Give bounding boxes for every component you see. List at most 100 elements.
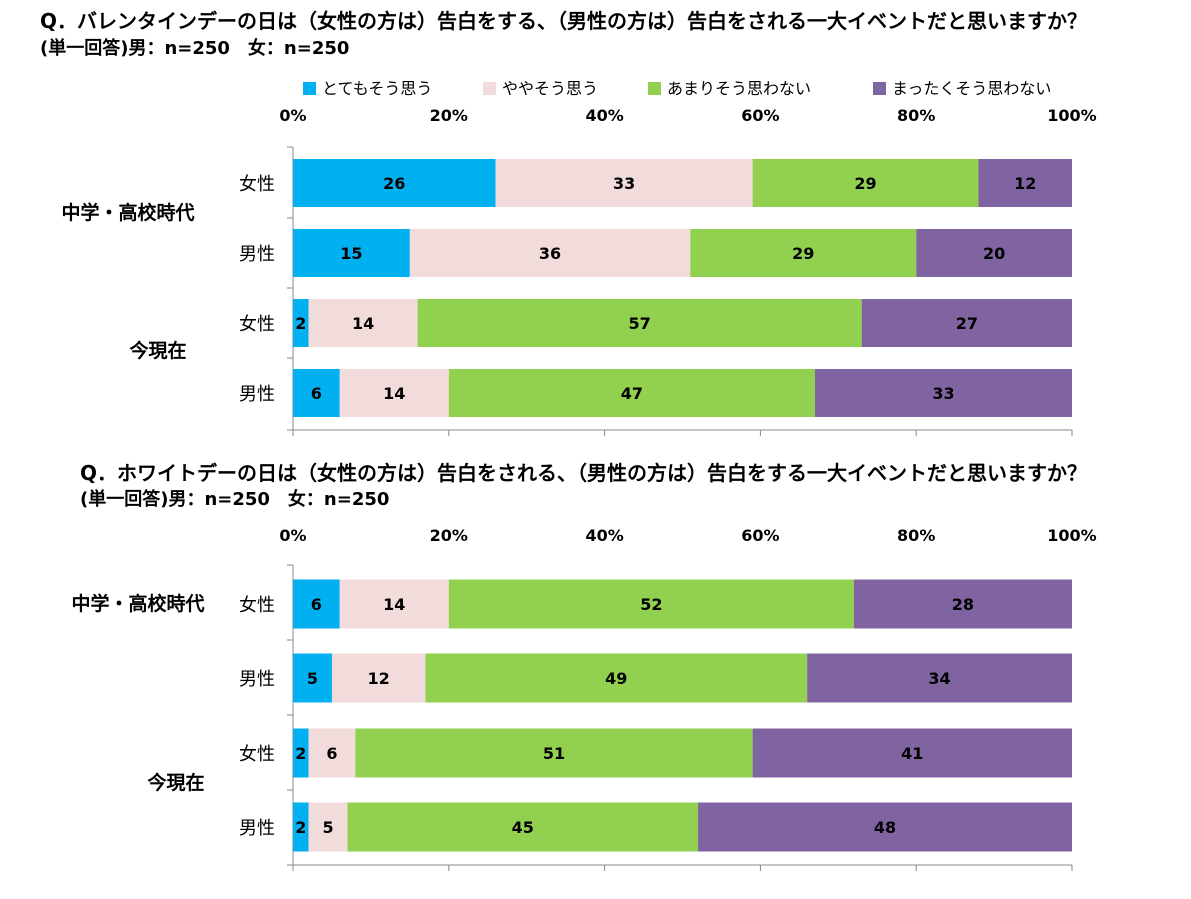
category-label: 男性 bbox=[239, 669, 275, 690]
legend-swatch-yaya bbox=[483, 81, 496, 95]
data-label: 49 bbox=[605, 669, 627, 688]
data-label: 2 bbox=[295, 744, 306, 763]
bar-segment bbox=[355, 728, 753, 778]
legend-label-mattaku: まったくそう思わない bbox=[892, 79, 1052, 98]
bar-segment bbox=[495, 159, 753, 207]
bar-segment bbox=[448, 579, 854, 629]
group-label: 中学・高校時代 bbox=[61, 201, 194, 224]
bar-segment bbox=[698, 802, 1072, 852]
data-label: 12 bbox=[368, 669, 390, 688]
data-label: 33 bbox=[932, 384, 954, 403]
x-tick-label: 0% bbox=[279, 526, 306, 545]
x-tick-label: 40% bbox=[585, 106, 623, 125]
x-tick-label: 80% bbox=[897, 106, 935, 125]
x-tick-label: 20% bbox=[430, 526, 468, 545]
legend-label-amari: あまりそう思わない bbox=[667, 79, 812, 98]
bar-segment bbox=[308, 728, 356, 778]
chart1-plot: 0% 20% 40% 60% 80% 100% 26 33 29 12 女性 15 36 29 20 男性 2 1… bbox=[61, 106, 1097, 436]
data-label: 6 bbox=[311, 384, 322, 403]
bar-segment bbox=[293, 728, 309, 778]
category-label: 女性 bbox=[239, 314, 275, 335]
x-tick-label: 20% bbox=[430, 106, 468, 125]
data-label: 33 bbox=[613, 174, 635, 193]
data-label: 47 bbox=[621, 384, 643, 403]
data-label: 34 bbox=[928, 669, 950, 688]
legend-item-amari: あまりそう思わない bbox=[648, 78, 811, 100]
data-label: 45 bbox=[512, 818, 534, 837]
bar-segment bbox=[978, 159, 1072, 207]
bar-segment bbox=[339, 369, 449, 417]
data-label: 5 bbox=[307, 669, 318, 688]
data-label: 14 bbox=[383, 595, 405, 614]
bar-segment bbox=[752, 159, 979, 207]
bar-segment bbox=[308, 802, 348, 852]
chart2-subtitle: (単一回答)男：n=250 女：n=250 bbox=[80, 489, 390, 510]
x-tick-label: 100% bbox=[1047, 106, 1096, 125]
group-label: 中学・高校時代 bbox=[71, 592, 204, 615]
bar-segment bbox=[293, 653, 332, 703]
bar-segment bbox=[814, 369, 1072, 417]
bar-segment bbox=[293, 369, 340, 417]
bar-segment bbox=[853, 579, 1072, 629]
legend-swatch-totemo bbox=[303, 81, 316, 95]
legend-label-yaya: ややそう思う bbox=[502, 79, 599, 98]
data-label: 6 bbox=[311, 595, 322, 614]
bar-segment bbox=[293, 229, 410, 277]
bar-segment bbox=[293, 159, 496, 207]
data-label: 28 bbox=[952, 595, 974, 614]
chart2-title: Q．ホワイトデーの日は（女性の方は）告白をされる、（男性の方は）告白をする一大イ… bbox=[80, 461, 1088, 485]
x-tick-label: 60% bbox=[741, 526, 779, 545]
bar-segment bbox=[417, 299, 862, 347]
data-label: 51 bbox=[543, 744, 565, 763]
legend-swatch-amari bbox=[648, 81, 661, 95]
data-label: 6 bbox=[326, 744, 337, 763]
x-tick-label: 80% bbox=[897, 526, 935, 545]
x-tick-label: 0% bbox=[279, 106, 306, 125]
data-label: 20 bbox=[983, 244, 1005, 263]
data-label: 29 bbox=[854, 174, 876, 193]
bar-segment bbox=[293, 579, 340, 629]
legend-swatch-mattaku bbox=[873, 81, 886, 95]
data-label: 15 bbox=[340, 244, 362, 263]
bar-segment bbox=[293, 299, 309, 347]
bar-segment bbox=[308, 299, 418, 347]
data-label: 2 bbox=[295, 818, 306, 837]
bar-segment bbox=[347, 802, 699, 852]
bar-segment bbox=[293, 802, 309, 852]
bar-segment bbox=[425, 653, 808, 703]
x-tick-label: 100% bbox=[1047, 526, 1096, 545]
bar-segment bbox=[409, 229, 691, 277]
category-label: 女性 bbox=[239, 744, 275, 765]
data-label: 26 bbox=[383, 174, 405, 193]
group-label: 今現在 bbox=[146, 771, 204, 794]
data-label: 57 bbox=[629, 314, 651, 333]
legend-item-totemo: とてもそう思う bbox=[303, 78, 432, 100]
data-label: 27 bbox=[956, 314, 978, 333]
x-tick-label: 60% bbox=[741, 106, 779, 125]
bar-segment bbox=[752, 728, 1072, 778]
category-label: 男性 bbox=[239, 244, 275, 265]
data-label: 52 bbox=[640, 595, 662, 614]
category-label: 男性 bbox=[239, 384, 275, 405]
data-label: 5 bbox=[322, 818, 333, 837]
data-label: 36 bbox=[539, 244, 561, 263]
legend-label-totemo: とてもそう思う bbox=[322, 79, 433, 98]
data-label: 48 bbox=[874, 818, 896, 837]
data-label: 2 bbox=[295, 314, 306, 333]
chart1-title: Q．バレンタインデーの日は（女性の方は）告白をする、（男性の方は）告白をされる一… bbox=[40, 9, 1088, 33]
bar-segment bbox=[331, 653, 426, 703]
data-label: 41 bbox=[901, 744, 923, 763]
group-label: 今現在 bbox=[128, 339, 186, 362]
bar-segment bbox=[807, 653, 1072, 703]
data-label: 29 bbox=[792, 244, 814, 263]
data-label: 14 bbox=[352, 314, 374, 333]
legend-item-yaya: ややそう思う bbox=[483, 78, 598, 100]
category-label: 女性 bbox=[239, 174, 275, 195]
chart1-subtitle: (単一回答)男：n=250 女：n=250 bbox=[40, 38, 350, 59]
bar-segment bbox=[861, 299, 1072, 347]
data-label: 12 bbox=[1014, 174, 1036, 193]
data-label: 14 bbox=[383, 384, 405, 403]
bar-segment bbox=[690, 229, 917, 277]
bar-segment bbox=[448, 369, 815, 417]
